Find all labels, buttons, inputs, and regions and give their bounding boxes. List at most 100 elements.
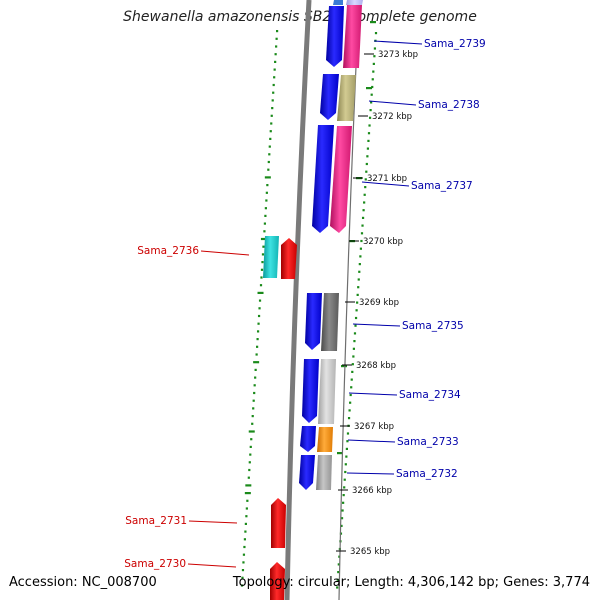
gene-leader-line bbox=[368, 100, 417, 106]
gc-dot bbox=[270, 122, 273, 125]
scale-tick-label: 3272 kbp bbox=[372, 112, 412, 122]
gc-dot bbox=[272, 91, 275, 94]
gc-dot bbox=[354, 324, 357, 327]
gc-dot bbox=[364, 178, 367, 181]
gc-dot bbox=[273, 76, 276, 79]
scale-tick-label: 3267 kbp bbox=[354, 422, 394, 432]
gene-label[interactable]: Sama_2734 bbox=[399, 389, 461, 401]
gc-dot bbox=[264, 176, 271, 179]
gene-label[interactable]: Sama_2731 bbox=[125, 515, 187, 527]
gc-dot bbox=[253, 384, 256, 387]
gc-dot bbox=[354, 316, 358, 320]
gene-label[interactable]: Sama_2739 bbox=[424, 38, 486, 50]
gc-dot bbox=[244, 522, 247, 525]
gc-dot bbox=[248, 461, 251, 464]
scale-tick-label: 3270 kbp bbox=[363, 237, 403, 247]
gc-dot bbox=[244, 492, 251, 495]
gene-label[interactable]: Sama_2736 bbox=[137, 245, 199, 257]
gc-dot bbox=[268, 145, 271, 148]
gc-dot bbox=[351, 370, 354, 373]
gene-leader-line bbox=[346, 472, 395, 475]
gc-dot bbox=[348, 409, 351, 412]
gc-dot bbox=[374, 32, 378, 35]
gc-dot bbox=[257, 322, 260, 325]
cds-block-sama-2736 bbox=[263, 236, 279, 278]
gc-track-left bbox=[240, 30, 279, 587]
gc-dot bbox=[253, 361, 260, 364]
gc-dot bbox=[341, 509, 344, 512]
cds-block-sama-2734 bbox=[318, 359, 336, 424]
gc-dot bbox=[260, 237, 267, 241]
gene-leader-line bbox=[348, 392, 398, 396]
gc-dot bbox=[369, 109, 372, 112]
gc-dot bbox=[367, 139, 370, 142]
gene-arrow-sama-2732 bbox=[299, 455, 315, 490]
cds-block-sama-2738 bbox=[337, 75, 356, 121]
scale-tick-label: 3266 kbp bbox=[352, 486, 392, 496]
gc-dot bbox=[276, 30, 279, 33]
gc-dot bbox=[365, 162, 368, 166]
gc-dot bbox=[361, 224, 364, 227]
gene-leader-line bbox=[188, 520, 238, 524]
gene-arrow-sama-2734 bbox=[302, 359, 319, 423]
scale-tick-label: 3268 kbp bbox=[356, 361, 396, 371]
gc-dot bbox=[251, 422, 254, 425]
gc-dot bbox=[344, 470, 347, 474]
gene-labels: Sama_2739 Sama_2738 Sama_2737 Sama_2736 Sama… bbox=[124, 38, 485, 570]
gc-dot bbox=[370, 21, 376, 24]
gc-dot bbox=[337, 563, 340, 566]
gc-dot bbox=[366, 147, 370, 150]
gc-dot bbox=[352, 355, 355, 358]
gc-dot bbox=[258, 299, 262, 302]
gc-dot bbox=[260, 276, 263, 279]
gene-label[interactable]: Sama_2737 bbox=[411, 180, 473, 192]
partial-gene-top bbox=[346, 0, 363, 5]
gc-dot bbox=[347, 417, 351, 420]
gc-dot bbox=[252, 407, 255, 410]
gc-dot bbox=[274, 53, 277, 56]
gene-label[interactable]: Sama_2730 bbox=[124, 558, 186, 570]
gene-label[interactable]: Sama_2733 bbox=[397, 436, 459, 448]
gc-dot bbox=[245, 484, 252, 487]
gc-dot bbox=[255, 353, 258, 356]
gc-dot bbox=[267, 160, 270, 164]
gc-dot bbox=[357, 278, 360, 281]
cds-block-sama-2735 bbox=[321, 293, 339, 351]
gc-dot bbox=[357, 286, 360, 289]
gc-dot bbox=[370, 93, 373, 96]
gc-dot bbox=[364, 186, 367, 189]
gc-dot bbox=[256, 345, 259, 348]
gc-dot bbox=[241, 576, 244, 579]
gc-dot bbox=[256, 330, 260, 333]
gc-dot bbox=[254, 368, 257, 371]
gc-dot bbox=[252, 399, 255, 402]
gene-label[interactable]: Sama_2735 bbox=[402, 320, 464, 332]
genome-summary: Topology: circular; Length: 4,306,142 bp… bbox=[232, 575, 590, 590]
gc-dot bbox=[350, 378, 353, 381]
gc-dot bbox=[346, 440, 349, 443]
gc-dot bbox=[343, 478, 346, 481]
gc-dot bbox=[249, 453, 252, 456]
gene-label[interactable]: Sama_2738 bbox=[418, 99, 480, 111]
gc-dot bbox=[368, 124, 371, 127]
scale-ticks: 3273 kbp 3272 kbp 3271 kbp 3270 kbp 3269 kbp… bbox=[336, 50, 418, 557]
gc-dot bbox=[265, 199, 268, 202]
gc-dot bbox=[242, 561, 245, 564]
gc-dot bbox=[273, 68, 276, 71]
gc-dot bbox=[253, 391, 256, 395]
gc-dot bbox=[257, 314, 261, 318]
gc-dot bbox=[368, 116, 372, 119]
scale-tick-label: 3271 kbp bbox=[367, 174, 407, 184]
gc-dot bbox=[353, 332, 357, 335]
gc-dot bbox=[263, 230, 266, 233]
gc-dot bbox=[356, 301, 359, 304]
gc-dot bbox=[272, 83, 275, 87]
gene-arrow-sama-2736 bbox=[281, 238, 297, 279]
gc-dot bbox=[340, 517, 344, 520]
gc-dot bbox=[243, 545, 246, 549]
gene-label[interactable]: Sama_2732 bbox=[396, 468, 458, 480]
scale-tick-label: 3273 kbp bbox=[378, 50, 418, 60]
gc-dot bbox=[271, 99, 274, 102]
gc-dot bbox=[358, 263, 361, 266]
gc-dot bbox=[366, 155, 369, 158]
